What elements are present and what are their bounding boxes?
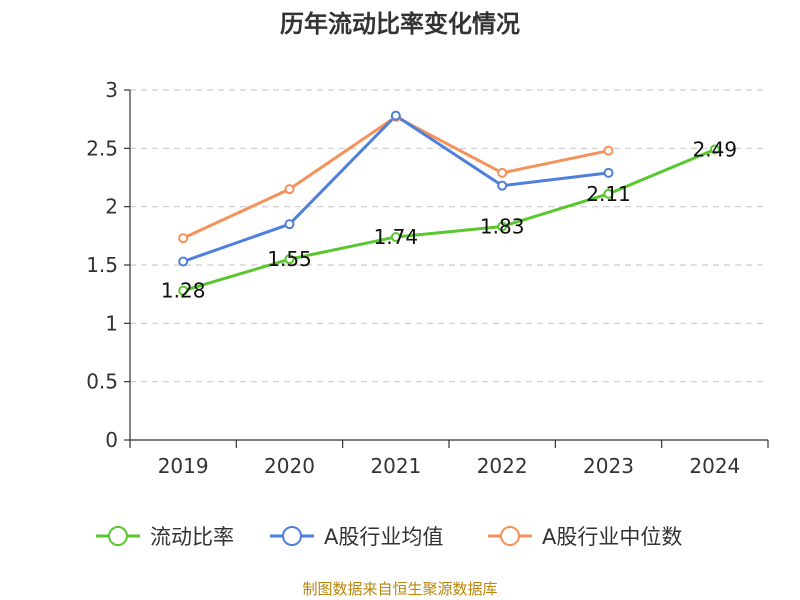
- chart-title: 历年流动比率变化情况: [280, 10, 520, 38]
- data-point: [178, 233, 189, 244]
- x-tick-label: 2022: [477, 454, 528, 478]
- y-tick-label: 0.5: [86, 370, 118, 394]
- data-label: 1.28: [161, 279, 206, 303]
- data-point: [603, 167, 614, 178]
- x-tick-label: 2023: [583, 454, 634, 478]
- legend-label: 流动比率: [150, 525, 234, 549]
- data-label: 2.11: [586, 182, 631, 206]
- data-point: [178, 285, 189, 296]
- legend-marker: [282, 526, 302, 546]
- x-tick-label: 2020: [264, 454, 315, 478]
- y-tick-label: 2: [105, 195, 118, 219]
- data-point: [284, 219, 295, 230]
- data-point: [603, 145, 614, 156]
- y-tick-label: 1: [105, 311, 118, 335]
- data-point: [390, 232, 401, 242]
- data-labels: 1.28 1.55 1.74 1.83 2.11 2.49: [161, 138, 737, 303]
- data-point: [284, 184, 295, 195]
- axes: [124, 89, 769, 448]
- series-line: [182, 148, 716, 293]
- data-point: [390, 110, 401, 121]
- x-tick-label: 2019: [158, 454, 209, 478]
- x-tick-label: 2021: [370, 454, 421, 478]
- data-point: [497, 167, 508, 178]
- data-point: [709, 144, 720, 155]
- legend-label: A股行业均值: [324, 525, 443, 549]
- data-label: 2.49: [693, 138, 738, 162]
- legend-marker: [500, 526, 520, 546]
- series-line: [182, 115, 609, 240]
- data-point: [603, 188, 614, 199]
- y-tick-labels: 0 0.5 1 1.5 2 2.5 3: [86, 78, 118, 452]
- x-tick-label: 2024: [689, 454, 740, 478]
- grid-lines: [130, 89, 768, 383]
- data-source-note: 制图数据来自恒生聚源数据库: [302, 580, 498, 598]
- data-point: [497, 180, 508, 191]
- y-tick-label: 1.5: [86, 253, 118, 277]
- data-point: [284, 254, 295, 265]
- data-label: 1.55: [267, 247, 312, 271]
- legend: 流动比率 A股行业均值 A股行业中位数: [96, 525, 682, 549]
- y-tick-label: 3: [105, 78, 118, 102]
- data-label: 1.83: [480, 215, 525, 239]
- y-tick-label: 0: [105, 428, 118, 452]
- legend-marker: [108, 526, 128, 546]
- data-label: 1.74: [374, 225, 419, 249]
- legend-label: A股行业中位数: [542, 525, 682, 549]
- data-point: [497, 221, 508, 232]
- data-point: [178, 256, 189, 267]
- y-tick-label: 2.5: [86, 136, 118, 160]
- series-points: [178, 110, 720, 296]
- x-tick-labels: 2019 2020 2021 2022 2023 2024: [158, 454, 741, 478]
